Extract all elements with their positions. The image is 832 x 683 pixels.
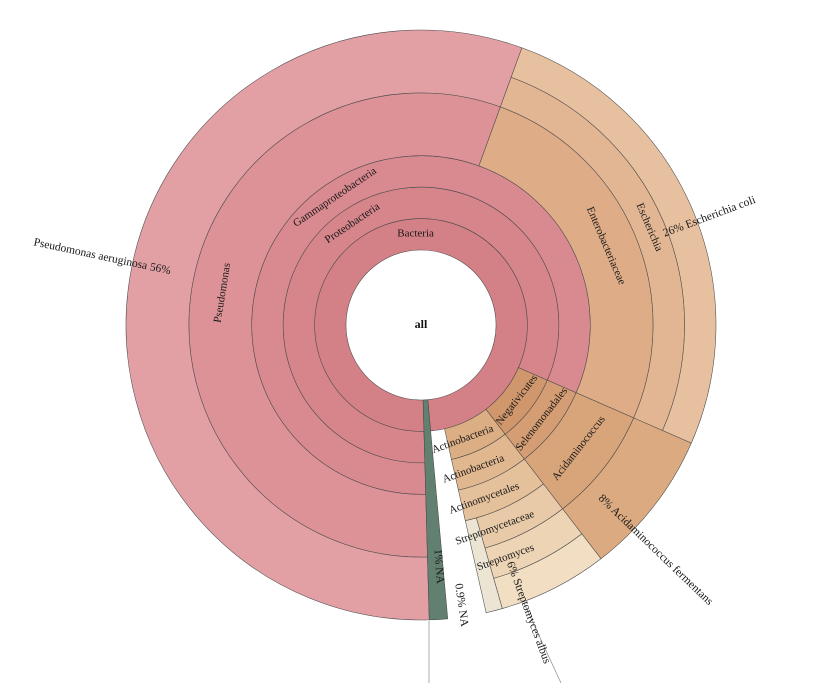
wedge-pseudomonas-aeruginosa[interactable] [125, 29, 523, 621]
center-label[interactable]: all [415, 317, 428, 331]
label-na-0-9: 0.9% NA [452, 583, 470, 628]
center-disc [346, 250, 496, 400]
wedge-layer [125, 29, 717, 621]
streptomyces-albus-leader [523, 602, 562, 683]
leader-line-layer [428, 602, 562, 683]
wedge-na-actinomycetales[interactable] [465, 517, 503, 614]
label-acidaminococcus-fermentans: 8% Acidaminococcus fermentans [596, 492, 716, 608]
label-bacteria: Bacteria [397, 228, 434, 240]
label-na-1: 1% NA [431, 549, 446, 585]
wedge-na-unclassified[interactable] [422, 399, 449, 621]
